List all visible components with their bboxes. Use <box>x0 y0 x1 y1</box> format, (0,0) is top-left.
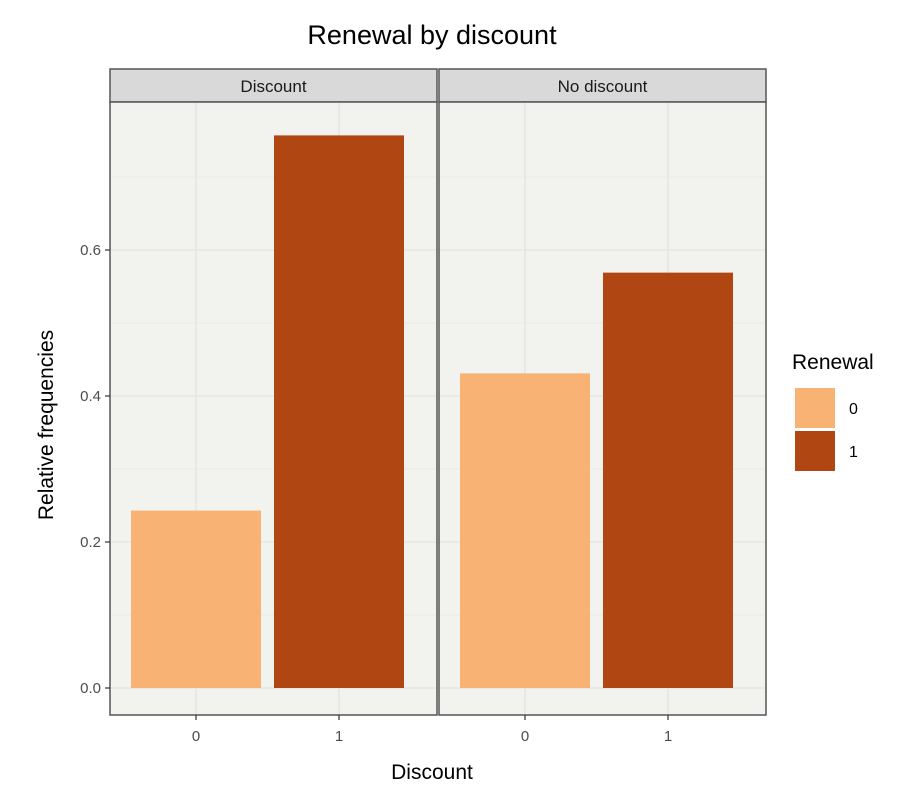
facet-strip-discount <box>109 68 438 103</box>
bars <box>131 135 404 688</box>
bar-0 <box>460 373 590 688</box>
x-tick-label: 0 <box>192 728 200 745</box>
bar-0 <box>131 510 261 688</box>
bar-1 <box>603 272 733 688</box>
x-axis-title: Discount <box>391 761 473 784</box>
facet-strip-label: No discount <box>558 77 648 96</box>
legend-label-0: 0 <box>849 401 858 418</box>
chart-title: Renewal by discount <box>307 20 557 50</box>
bar-1 <box>274 135 404 688</box>
x-tick-label: 1 <box>664 728 672 745</box>
bars <box>460 272 733 688</box>
legend-title: Renewal <box>792 351 874 374</box>
x-tick-label: 0 <box>521 728 529 745</box>
legend: Renewal 0 1 <box>792 351 874 471</box>
facet-strip-no-discount <box>438 68 767 103</box>
y-tick-label: 0.6 <box>80 242 101 259</box>
x-tick-label: 1 <box>335 728 343 745</box>
facet-strip-label: Discount <box>240 77 306 96</box>
panel-frame <box>109 101 438 716</box>
y-axis-title: Relative frequencies <box>35 330 58 520</box>
legend-key-1 <box>795 431 835 471</box>
y-tick-label: 0.0 <box>80 680 101 697</box>
y-tick-label: 0.4 <box>80 388 101 405</box>
y-axis: 0.0 0.2 0.4 0.6 <box>80 242 110 697</box>
panel-frame <box>438 101 767 716</box>
legend-label-1: 1 <box>849 444 858 461</box>
y-tick-label: 0.2 <box>80 534 101 551</box>
legend-key-0 <box>795 388 835 428</box>
